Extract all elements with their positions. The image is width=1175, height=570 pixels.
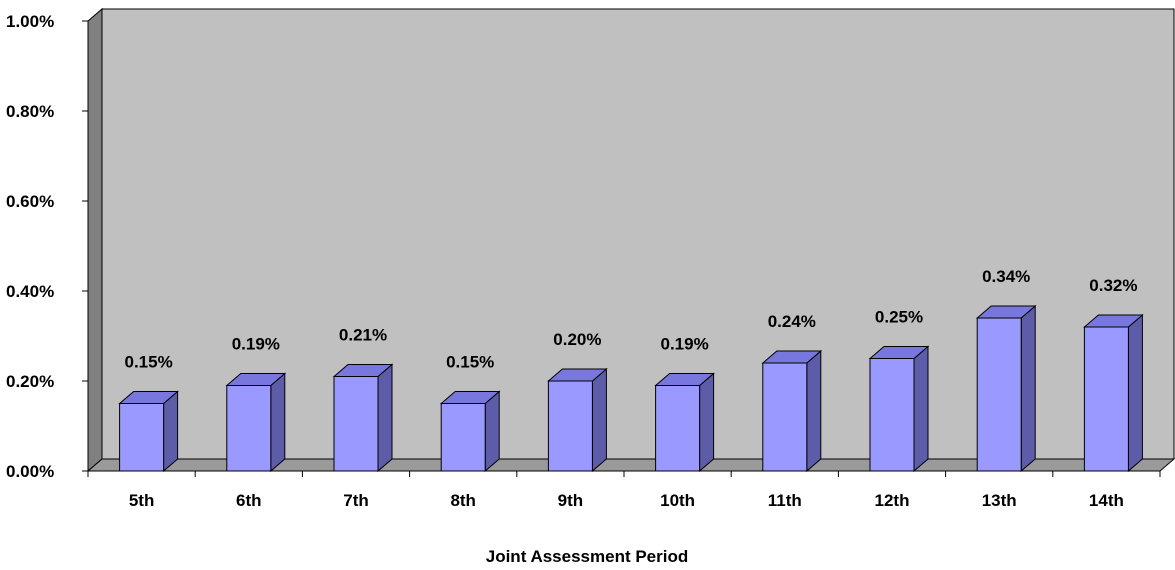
- bar-side: [913, 345, 929, 473]
- bar-side: [163, 390, 179, 473]
- x-tick-label: 12th: [875, 491, 910, 510]
- data-label: 0.15%: [446, 353, 494, 372]
- bar-front: [547, 380, 593, 472]
- x-tick-label: 6th: [236, 491, 262, 510]
- x-tick-label: 9th: [558, 491, 584, 510]
- bar-front: [976, 317, 1022, 472]
- bar-side: [270, 372, 286, 473]
- y-tick-label: 0.80%: [6, 102, 54, 121]
- x-axis: 5th 6th 7th 8th 9th 10th 11th 12th 13th 14th: [87, 470, 1161, 510]
- y-tick-label: 0.40%: [6, 282, 54, 301]
- bar-side: [1020, 304, 1036, 473]
- y-tick-label: 0.60%: [6, 192, 54, 211]
- bar-front: [119, 403, 165, 472]
- bar: [868, 345, 930, 473]
- data-label: 0.32%: [1089, 276, 1137, 295]
- bar: [975, 304, 1037, 473]
- y-axis: 0.00% 0.20% 0.40% 0.60% 0.80% 1.00%: [6, 12, 89, 481]
- data-label: 0.19%: [660, 335, 708, 354]
- data-label: 0.25%: [875, 308, 923, 327]
- bar-front: [333, 376, 379, 472]
- bar: [225, 372, 287, 473]
- x-tick-label: 10th: [660, 491, 695, 510]
- bar: [654, 372, 715, 473]
- data-label: 0.20%: [553, 330, 601, 349]
- bar: [332, 363, 394, 473]
- x-tick-label: 14th: [1089, 491, 1124, 510]
- bar-side: [1127, 313, 1143, 473]
- x-tick-label: 8th: [450, 491, 476, 510]
- bar-front: [1083, 326, 1129, 472]
- bar-side: [377, 363, 393, 473]
- data-label: 0.21%: [339, 326, 387, 345]
- bar: [118, 390, 179, 473]
- y-tick-label: 0.00%: [6, 462, 54, 481]
- bar-side: [806, 349, 822, 473]
- bar-front: [226, 385, 272, 472]
- y-tick-label: 0.20%: [6, 372, 54, 391]
- y-tick-label: 1.00%: [6, 12, 54, 31]
- bars: [118, 304, 1144, 473]
- bar: [439, 390, 501, 473]
- bar-side: [484, 390, 500, 473]
- x-axis-title: Joint Assessment Period: [486, 547, 689, 566]
- x-tick-label: 5th: [129, 491, 155, 510]
- bar-side: [699, 372, 715, 473]
- bar-front: [655, 385, 701, 472]
- x-tick-label: 13th: [982, 491, 1017, 510]
- bar: [761, 349, 823, 473]
- data-labels: 0.15% 0.19% 0.21% 0.15% 0.20% 0.19% 0.24% 0.25%…: [124, 267, 1137, 372]
- side-wall: [87, 7, 103, 473]
- bar: [547, 367, 608, 473]
- bar-front: [440, 403, 486, 472]
- x-tick-label: 7th: [343, 491, 369, 510]
- bar: [1083, 313, 1144, 473]
- bar-front: [762, 362, 808, 472]
- x-tick-label: 11th: [768, 491, 802, 510]
- data-label: 0.19%: [232, 335, 280, 354]
- data-label: 0.34%: [982, 267, 1030, 286]
- bar-front: [869, 358, 915, 472]
- data-label: 0.24%: [768, 312, 816, 331]
- bar-side: [591, 367, 607, 473]
- data-label: 0.15%: [124, 353, 172, 372]
